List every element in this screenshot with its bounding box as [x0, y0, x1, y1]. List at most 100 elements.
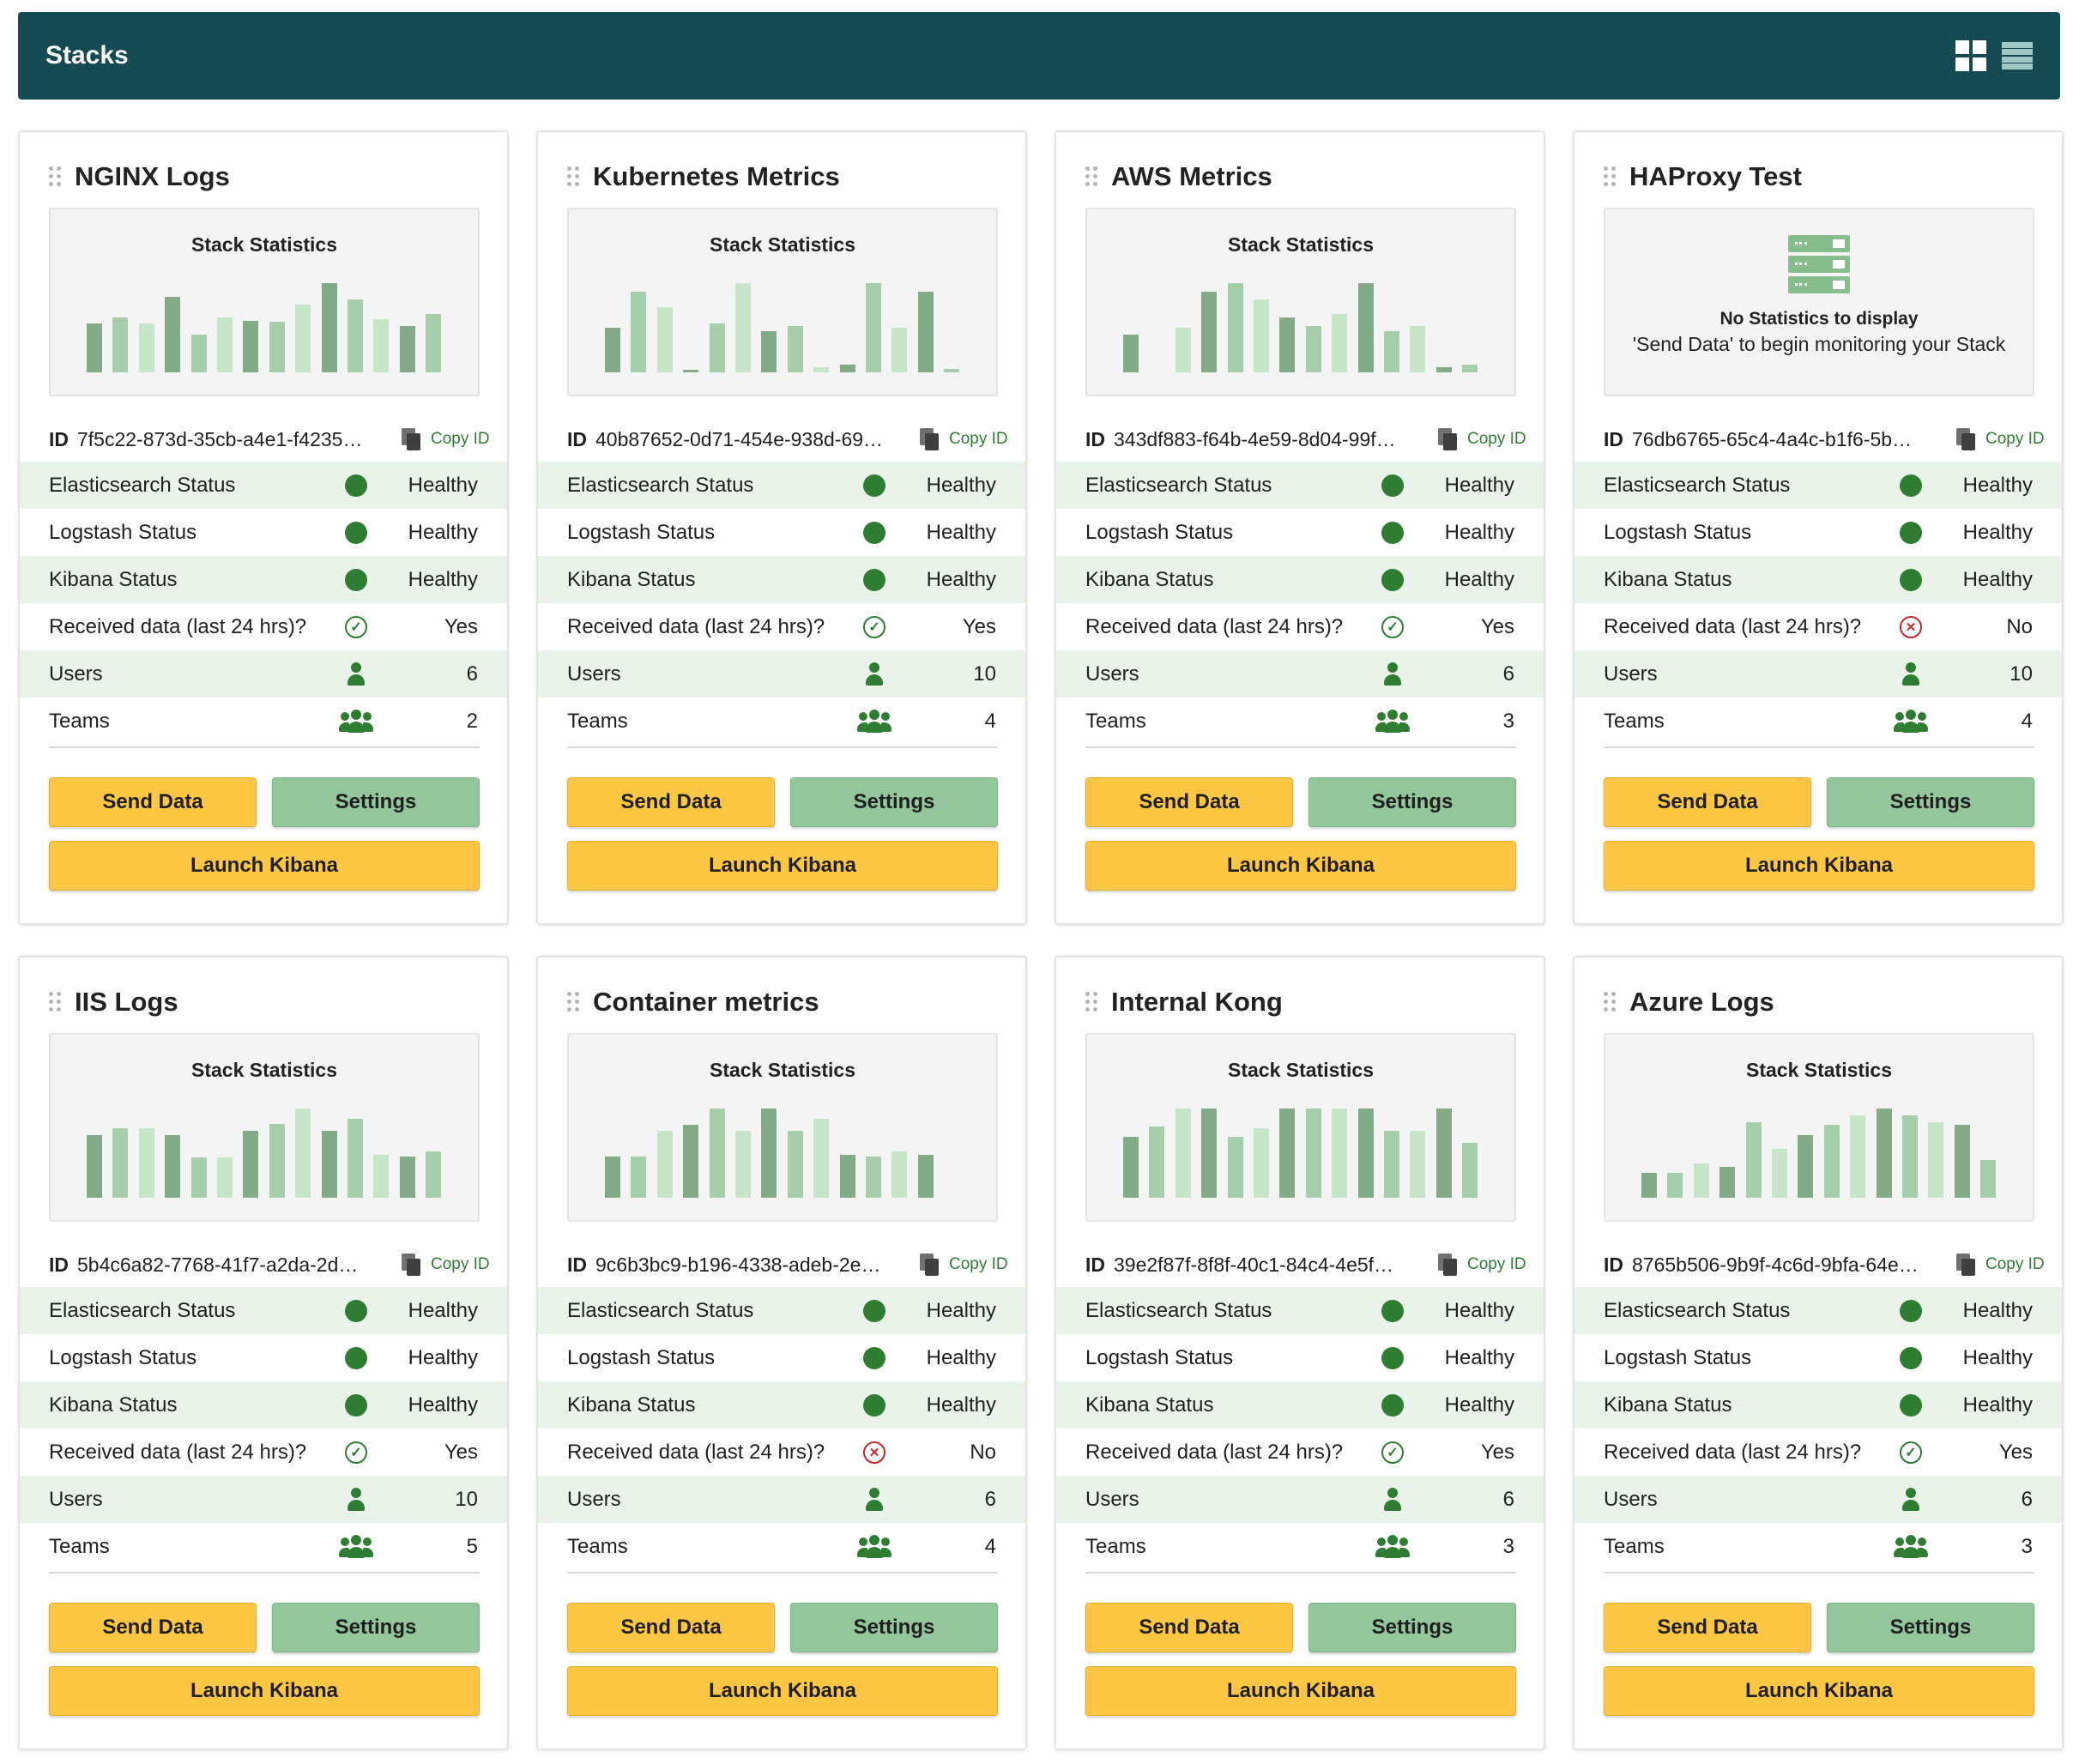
kibana-status-row: Kibana Status Healthy — [1056, 1381, 1544, 1429]
teams-row: Teams 4 — [538, 1523, 1025, 1570]
teams-label: Teams — [567, 1534, 628, 1558]
copy-id-label: Copy ID — [1985, 1255, 2045, 1273]
kibana-status-row: Kibana Status Healthy — [1574, 556, 2062, 603]
healthy-dot-icon — [345, 1346, 367, 1369]
users-row: Users 6 — [538, 1476, 1025, 1523]
user-icon — [1900, 1487, 1922, 1512]
send-data-button[interactable]: Send Data — [49, 777, 257, 827]
kibana-status-value: Healthy — [408, 567, 478, 591]
server-icon — [1788, 235, 1850, 293]
kibana-status-value: Healthy — [1962, 1392, 2033, 1417]
settings-button[interactable]: Settings — [1308, 1603, 1516, 1652]
settings-button[interactable]: Settings — [1308, 777, 1516, 827]
drag-handle-icon[interactable] — [1604, 992, 1616, 1012]
elasticsearch-status-value: Healthy — [408, 473, 478, 497]
received-data-label: Received data (last 24 hrs)? — [49, 1440, 307, 1464]
copy-id-button[interactable]: Copy ID — [920, 1254, 1008, 1276]
status-list: Elasticsearch Status Healthy Logstash St… — [1056, 1287, 1544, 1570]
healthy-dot-icon — [1900, 474, 1922, 497]
stats-bar — [866, 1157, 881, 1198]
settings-button[interactable]: Settings — [790, 1603, 998, 1652]
copy-id-button[interactable]: Copy ID — [402, 428, 490, 450]
card-header: IIS Logs — [49, 983, 178, 1021]
users-label: Users — [1604, 1487, 1658, 1511]
copy-id-button[interactable]: Copy ID — [402, 1254, 490, 1276]
copy-id-button[interactable]: Copy ID — [1956, 428, 2045, 450]
send-data-button[interactable]: Send Data — [1085, 1603, 1293, 1652]
elasticsearch-status-row: Elasticsearch Status Healthy — [20, 1287, 507, 1334]
id-label: ID — [1604, 427, 1623, 450]
send-data-button[interactable]: Send Data — [567, 777, 775, 827]
settings-button[interactable]: Settings — [272, 1603, 480, 1652]
kibana-status-value: Healthy — [926, 1392, 996, 1417]
settings-button[interactable]: Settings — [1827, 1603, 2034, 1652]
kibana-status-value: Healthy — [926, 567, 996, 591]
drag-handle-icon[interactable] — [1085, 992, 1097, 1012]
teams-count: 4 — [984, 709, 996, 733]
stats-title: Stack Statistics — [709, 233, 856, 256]
send-data-button[interactable]: Send Data — [1085, 777, 1293, 827]
launch-kibana-button[interactable]: Launch Kibana — [1085, 841, 1516, 891]
drag-handle-icon[interactable] — [567, 166, 579, 187]
launch-kibana-button[interactable]: Launch Kibana — [49, 841, 480, 891]
id-label: ID — [1604, 1253, 1623, 1276]
stack-title: Container metrics — [593, 987, 819, 1017]
copy-id-button[interactable]: Copy ID — [1438, 428, 1526, 450]
launch-kibana-button[interactable]: Launch Kibana — [49, 1666, 480, 1716]
users-count: 6 — [466, 662, 478, 686]
stats-bar — [944, 369, 959, 372]
user-icon — [863, 1487, 885, 1512]
send-data-button[interactable]: Send Data — [567, 1603, 775, 1652]
copy-id-button[interactable]: Copy ID — [1438, 1254, 1526, 1276]
stack-title: Internal Kong — [1111, 987, 1283, 1017]
stats-bar — [840, 365, 855, 372]
team-icon — [339, 1534, 373, 1559]
launch-kibana-button[interactable]: Launch Kibana — [1604, 841, 2034, 891]
launch-kibana-button[interactable]: Launch Kibana — [567, 841, 998, 891]
stats-bar — [710, 1109, 725, 1198]
copy-id-button[interactable]: Copy ID — [1956, 1254, 2045, 1276]
stack-statistics: Stack Statistics — [1604, 1033, 2034, 1222]
stats-bar — [165, 1135, 180, 1198]
logstash-status-row: Logstash Status Healthy — [20, 1334, 507, 1381]
settings-button[interactable]: Settings — [272, 777, 480, 827]
logstash-status-row: Logstash Status Healthy — [1574, 1334, 2062, 1381]
grid-view-icon[interactable] — [1955, 40, 1986, 71]
send-data-button[interactable]: Send Data — [1604, 777, 1811, 827]
logstash-status-value: Healthy — [1962, 520, 2033, 544]
logstash-status-value: Healthy — [408, 520, 478, 544]
stats-bar — [657, 1131, 673, 1198]
settings-button[interactable]: Settings — [790, 777, 998, 827]
received-data-row: Received data (last 24 hrs)? ✓ Yes — [1574, 1429, 2062, 1476]
launch-kibana-button[interactable]: Launch Kibana — [567, 1666, 998, 1716]
stack-id-row: ID 8765b506-9b9f-4c6d-9bfa-64e… Copy ID — [1604, 1249, 2050, 1280]
stats-title: Stack Statistics — [1745, 1059, 1893, 1081]
stats-bar — [1719, 1167, 1735, 1198]
stack-id-row: ID 76db6765-65c4-4a4c-b1f6-5b… Copy ID — [1604, 424, 2050, 455]
copy-icon — [402, 1254, 420, 1276]
logstash-status-label: Logstash Status — [1085, 1345, 1234, 1369]
check-circle-icon: ✓ — [1381, 1441, 1404, 1464]
stack-title: NGINX Logs — [75, 161, 230, 191]
send-data-button[interactable]: Send Data — [1604, 1603, 1811, 1652]
drag-handle-icon[interactable] — [49, 992, 61, 1012]
status-list: Elasticsearch Status Healthy Logstash St… — [20, 462, 507, 745]
settings-button[interactable]: Settings — [1827, 777, 2034, 827]
team-icon — [1894, 709, 1928, 734]
list-view-icon[interactable] — [2002, 40, 2033, 71]
stats-bar — [1254, 299, 1269, 372]
launch-kibana-button[interactable]: Launch Kibana — [1604, 1666, 2034, 1716]
launch-kibana-button[interactable]: Launch Kibana — [1085, 1666, 1516, 1716]
send-data-button[interactable]: Send Data — [49, 1603, 257, 1652]
drag-handle-icon[interactable] — [1085, 166, 1097, 187]
stats-bar — [1306, 1109, 1321, 1198]
copy-id-button[interactable]: Copy ID — [920, 428, 1008, 450]
drag-handle-icon[interactable] — [49, 166, 61, 187]
stats-bar — [1384, 1131, 1399, 1198]
stats-bar — [1201, 1109, 1217, 1198]
drag-handle-icon[interactable] — [1604, 166, 1616, 187]
stack-id: 40b87652-0d71-454e-938d-69… — [595, 427, 884, 450]
stats-bar — [1358, 283, 1374, 372]
drag-handle-icon[interactable] — [567, 992, 579, 1012]
status-list: Elasticsearch Status Healthy Logstash St… — [1056, 462, 1544, 745]
